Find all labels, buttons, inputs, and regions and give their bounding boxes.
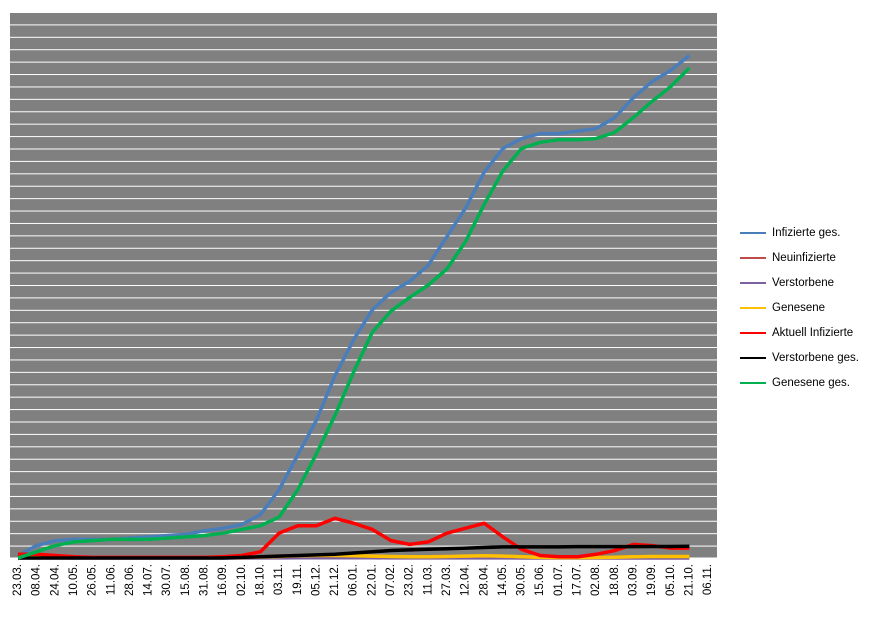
x-tick-label: 18.10. (254, 564, 266, 596)
x-tick-label: 28.04. (478, 564, 490, 596)
x-tick-label: 24.04. (49, 564, 61, 596)
x-tick-label: 30.05. (516, 564, 528, 596)
legend-label: Neuinfizierte (772, 252, 836, 264)
x-tick-label: 27.03. (441, 564, 453, 596)
legend-label: Verstorbene (772, 277, 834, 289)
x-tick-label: 23.02. (404, 564, 416, 596)
x-tick-label: 07.02. (385, 564, 397, 596)
x-tick-label: 21.12. (329, 564, 341, 596)
x-tick-label: 03.11. (273, 564, 285, 595)
x-tick-label: 14.07. (143, 564, 155, 596)
legend-label: Infizierte ges. (772, 227, 840, 239)
legend-label: Verstorbene ges. (772, 352, 859, 364)
plot-area (10, 12, 717, 558)
x-tick-label: 22.01. (366, 564, 378, 596)
x-tick-label: 08.04. (31, 564, 43, 596)
x-tick-label: 15.08. (180, 564, 192, 596)
x-tick-label: 06.11. (702, 564, 714, 595)
x-tick-label: 11.03. (422, 564, 434, 595)
x-tick-label: 28.06. (124, 564, 136, 596)
x-tick-label: 10.05. (68, 564, 80, 596)
x-tick-label: 11.06. (105, 564, 117, 595)
legend-label: Genesene (772, 302, 825, 314)
x-tick-label: 01.07. (553, 564, 565, 596)
x-tick-label: 14.05. (497, 564, 509, 596)
x-tick-label: 05.12. (310, 564, 322, 596)
legend-label: Genesene ges. (772, 377, 850, 389)
series-line (17, 66, 691, 560)
x-tick-label: 03.09. (627, 564, 639, 596)
x-tick-label: 30.07. (161, 564, 173, 596)
x-tick-label: 16.09. (217, 564, 229, 596)
x-tick-label: 18.08. (609, 564, 621, 596)
x-tick-label: 26.05. (87, 564, 99, 596)
legend-label: Aktuell Infizierte (772, 327, 853, 339)
x-tick-label: 02.08. (590, 564, 602, 596)
x-tick-label: 05.10. (665, 564, 677, 596)
x-tick-label: 06.01. (348, 564, 360, 596)
x-tick-label: 15.06. (534, 564, 546, 596)
x-tick-label: 02.10. (236, 564, 248, 596)
x-tick-label: 17.07. (572, 564, 584, 596)
x-tick-label: 12.04. (460, 564, 472, 596)
x-tick-label: 23.03. (12, 564, 24, 596)
series-line (18, 544, 690, 560)
x-tick-label: 21.10. (683, 564, 695, 596)
x-tick-label: 31.08. (199, 564, 211, 596)
x-tick-label: 19.09. (646, 564, 658, 596)
x-tick-label: 19.11. (292, 564, 304, 595)
